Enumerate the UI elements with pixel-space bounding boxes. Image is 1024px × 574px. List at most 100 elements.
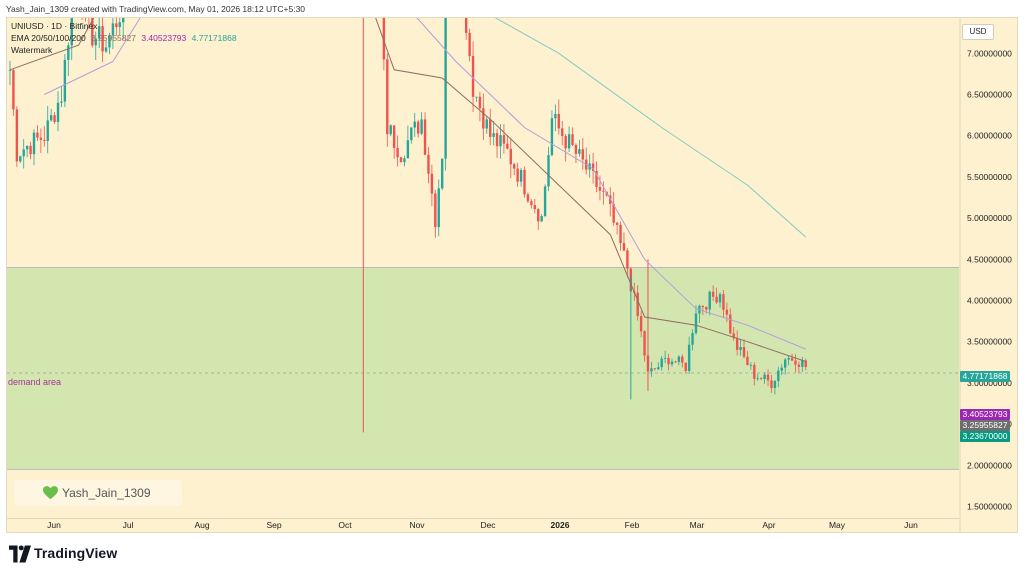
candle-body bbox=[389, 125, 392, 135]
candle-body bbox=[547, 155, 550, 187]
candle-body bbox=[533, 205, 536, 210]
candle-body bbox=[22, 149, 25, 157]
candle-body bbox=[519, 169, 523, 182]
x-tick-label: Nov bbox=[409, 520, 425, 530]
ema100-line bbox=[494, 18, 807, 238]
candle-body bbox=[382, 18, 386, 60]
candle-body bbox=[581, 149, 585, 160]
candle-body bbox=[108, 35, 111, 48]
candle-body bbox=[440, 158, 444, 189]
x-tick-label: Sep bbox=[266, 520, 281, 530]
candle-body bbox=[485, 119, 488, 129]
candle-body bbox=[115, 23, 118, 28]
candle-body bbox=[797, 364, 801, 367]
candle-body bbox=[104, 47, 108, 52]
candle-body bbox=[396, 147, 399, 158]
candle-body bbox=[701, 305, 705, 308]
demand-area-label: demand area bbox=[8, 377, 62, 387]
x-tick-label: Dec bbox=[480, 520, 496, 530]
candle-body bbox=[523, 169, 526, 195]
candle-body bbox=[392, 125, 396, 148]
candle-body bbox=[622, 242, 626, 251]
candle-body bbox=[118, 22, 121, 28]
candle-body bbox=[561, 128, 564, 136]
candle-body bbox=[406, 140, 410, 159]
candle-body bbox=[578, 149, 581, 154]
chart-header-credit: Yash_Jain_1309 created with TradingView.… bbox=[6, 4, 306, 14]
ema50-line bbox=[44, 18, 806, 350]
candle-body bbox=[674, 361, 677, 363]
ema100-value: 4.77171868 bbox=[191, 33, 237, 43]
candle-body bbox=[386, 59, 389, 135]
candle-body bbox=[420, 119, 423, 134]
ema-legend[interactable]: EMA 20/50/100/200 3.25955827 3.40523793 … bbox=[11, 33, 237, 43]
candle-body bbox=[56, 102, 60, 122]
candle-body bbox=[595, 170, 598, 188]
candle-body bbox=[708, 291, 711, 310]
y-tick-label: 5.00000000 bbox=[967, 213, 1012, 223]
x-tick-label: Jul bbox=[123, 520, 134, 530]
y-tick-label: 2.00000000 bbox=[967, 460, 1012, 470]
candle-body bbox=[499, 135, 502, 147]
candle-body bbox=[509, 148, 512, 165]
candle-body bbox=[780, 367, 783, 371]
candle-body bbox=[43, 139, 46, 142]
ema-label: EMA 20/50/100/200 bbox=[11, 33, 86, 43]
candle-body bbox=[763, 374, 766, 380]
candle-body bbox=[482, 108, 485, 129]
candle-body bbox=[526, 194, 530, 202]
candle-body bbox=[657, 367, 660, 370]
chart-frame[interactable]: 12.5000000012.0000000011.5000000011.0000… bbox=[6, 17, 1018, 533]
candle-body bbox=[660, 358, 663, 368]
candle-body bbox=[718, 294, 722, 303]
candle-body bbox=[70, 18, 73, 46]
y-tick-label: 6.00000000 bbox=[967, 131, 1012, 141]
x-tick-label: Mar bbox=[690, 520, 705, 530]
y-tick-label: 1.50000000 bbox=[967, 502, 1012, 512]
candle-body bbox=[478, 96, 482, 109]
candle-body bbox=[537, 209, 540, 222]
candle-body bbox=[32, 132, 36, 155]
ema20-value: 3.25955827 bbox=[91, 33, 136, 43]
candle-body bbox=[598, 187, 602, 191]
candle-body bbox=[399, 157, 403, 163]
candle-body bbox=[506, 143, 509, 149]
candle-body bbox=[636, 292, 639, 317]
candle-body bbox=[777, 370, 780, 381]
candle-body bbox=[468, 32, 471, 57]
x-tick-label: Oct bbox=[338, 520, 352, 530]
currency-badge[interactable]: USD bbox=[962, 24, 994, 40]
candle-body bbox=[794, 360, 797, 365]
x-tick-label: 2026 bbox=[551, 520, 570, 530]
watermark-legend[interactable]: Watermark bbox=[11, 45, 52, 55]
candle-body bbox=[516, 168, 519, 182]
candle-body bbox=[91, 18, 94, 46]
symbol-legend[interactable]: UNIUSD · 1D · Bitfinex bbox=[11, 21, 97, 31]
candle-body bbox=[530, 201, 533, 206]
candle-body bbox=[121, 18, 125, 23]
candle-body bbox=[735, 338, 739, 350]
watermark-box bbox=[14, 480, 182, 506]
demand-zone bbox=[7, 267, 959, 470]
candle-body bbox=[495, 133, 499, 147]
candle-body bbox=[773, 380, 777, 389]
candle-body bbox=[97, 26, 101, 39]
price-chart[interactable]: 12.5000000012.0000000011.5000000011.0000… bbox=[7, 18, 1017, 532]
price-tag: 3.23670000 bbox=[960, 431, 1010, 442]
candle-body bbox=[591, 163, 595, 171]
candle-body bbox=[492, 133, 495, 137]
candle-body bbox=[677, 356, 681, 362]
watermark-text: Yash_Jain_1309 bbox=[62, 486, 151, 500]
x-tick-label: Feb bbox=[625, 520, 640, 530]
candle-body bbox=[434, 193, 437, 228]
symbol-label: UNIUSD · 1D · Bitfinex bbox=[11, 21, 98, 31]
candle-body bbox=[715, 296, 718, 303]
candle-body bbox=[663, 357, 667, 359]
candle-body bbox=[681, 356, 684, 363]
candle-body bbox=[790, 358, 794, 361]
candle-body bbox=[602, 190, 605, 192]
candle-body bbox=[787, 358, 790, 360]
candle-body bbox=[766, 374, 770, 381]
candle-body bbox=[49, 115, 53, 121]
candle-body bbox=[725, 309, 729, 315]
